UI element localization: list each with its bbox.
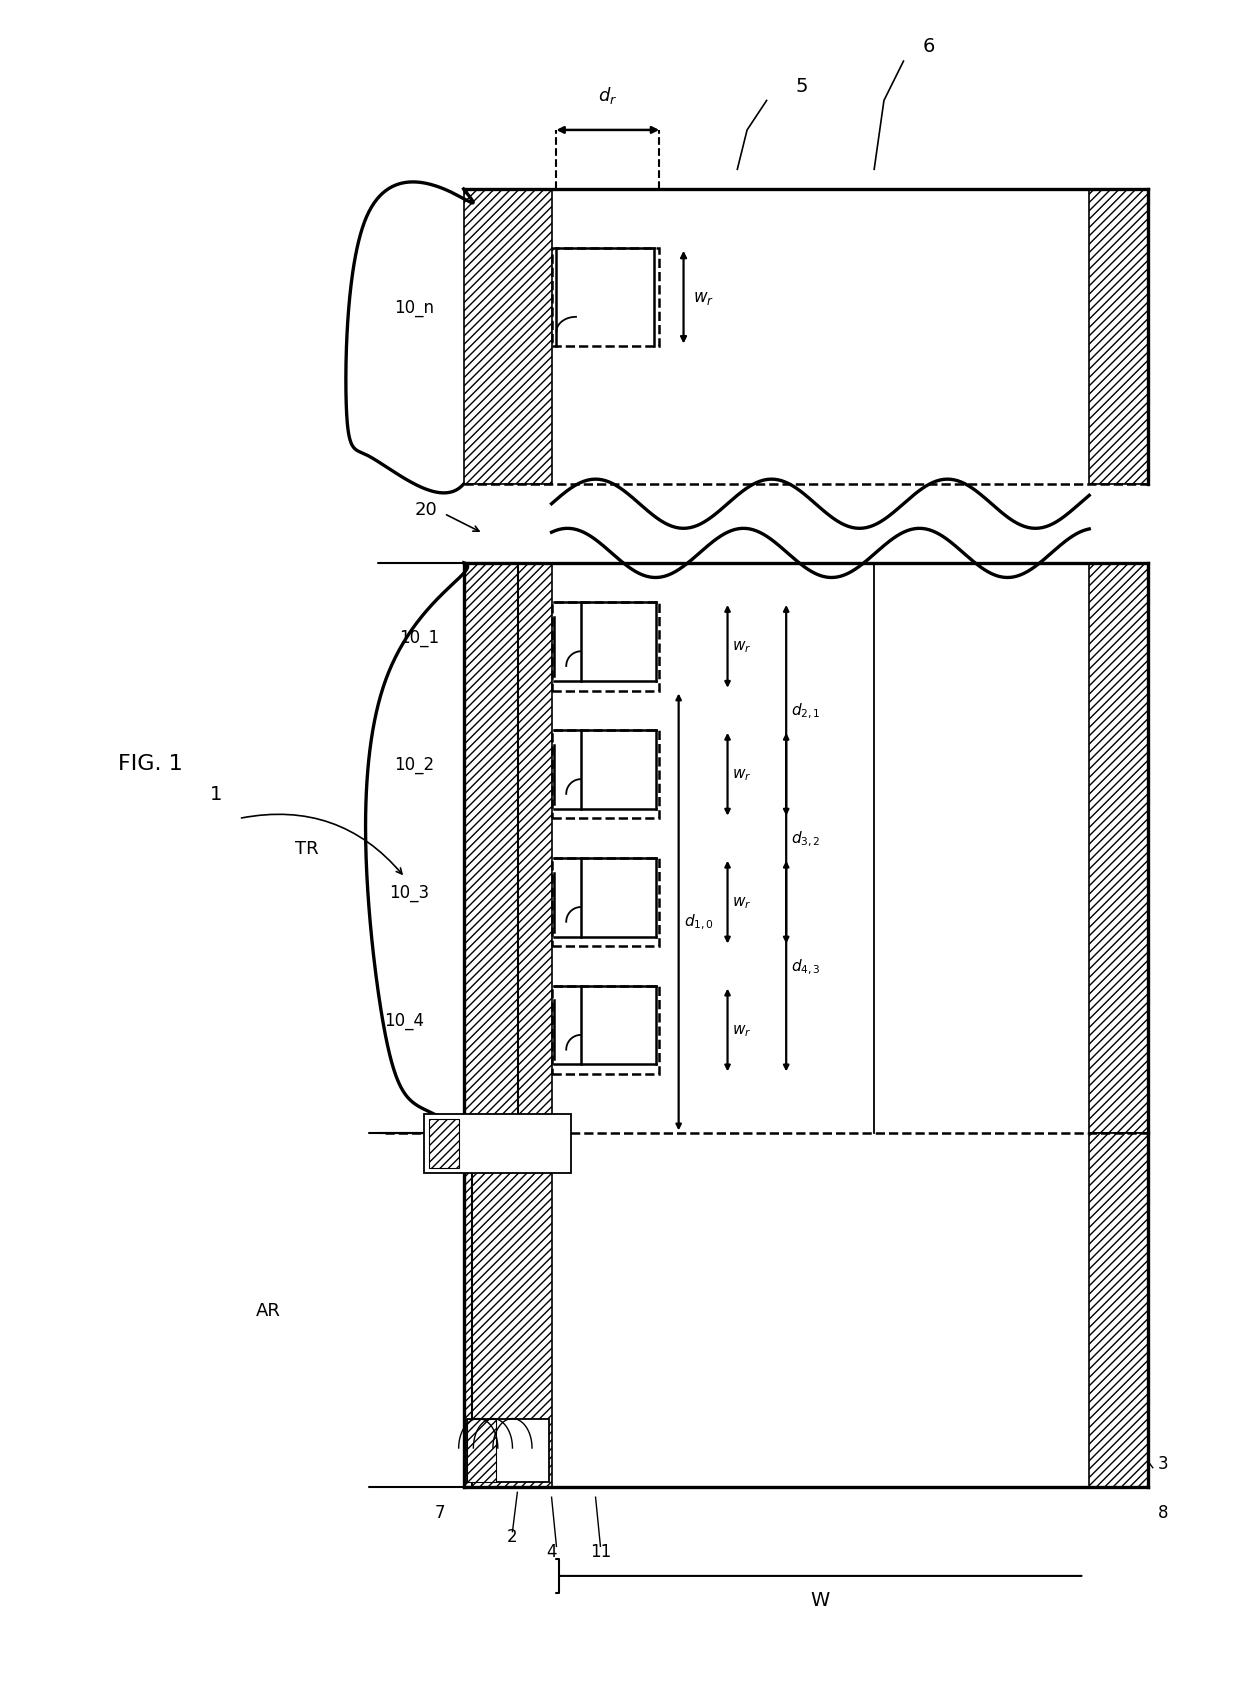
Bar [466, 1420, 496, 1482]
Text: 6: 6 [923, 37, 935, 56]
Bar [464, 564, 552, 1134]
Text: 5: 5 [796, 76, 808, 95]
Text: W: W [811, 1591, 830, 1610]
Bar [424, 1114, 572, 1173]
Text: 4: 4 [547, 1542, 557, 1560]
Text: 8: 8 [1158, 1503, 1168, 1521]
Text: FIG. 1: FIG. 1 [118, 754, 184, 774]
Bar [1089, 1134, 1148, 1487]
Bar [429, 1119, 459, 1168]
Bar [1089, 564, 1148, 1134]
Bar [552, 859, 660, 947]
Text: $d_{3,2}$: $d_{3,2}$ [791, 829, 821, 849]
Text: $w_r$: $w_r$ [693, 289, 714, 307]
Text: 2: 2 [507, 1528, 518, 1545]
Text: 10_1: 10_1 [399, 628, 439, 647]
Text: 10_3: 10_3 [389, 883, 429, 902]
Text: $w_r$: $w_r$ [733, 767, 751, 783]
Text: TR: TR [295, 839, 319, 857]
Bar [464, 1134, 552, 1487]
Bar [552, 603, 660, 691]
Bar [552, 250, 660, 346]
Bar [552, 730, 660, 818]
Text: 11: 11 [590, 1542, 611, 1560]
Bar [1089, 190, 1148, 484]
Text: 1: 1 [210, 784, 222, 803]
Text: 20: 20 [414, 501, 438, 518]
Text: 10_4: 10_4 [384, 1012, 424, 1029]
Text: $w_r$: $w_r$ [733, 1022, 751, 1037]
Text: 10_2: 10_2 [394, 756, 434, 774]
Bar [552, 987, 660, 1075]
Text: $d_r$: $d_r$ [598, 85, 618, 107]
Text: $d_{2,1}$: $d_{2,1}$ [791, 701, 821, 720]
Text: $d_{4,3}$: $d_{4,3}$ [791, 958, 821, 976]
Text: 7: 7 [434, 1503, 445, 1521]
Text: AR: AR [255, 1302, 280, 1319]
Bar [464, 190, 552, 484]
Bar [466, 1420, 548, 1482]
Text: 3: 3 [1158, 1453, 1168, 1472]
Text: 10_n: 10_n [394, 299, 434, 318]
Text: $w_r$: $w_r$ [733, 895, 751, 910]
Text: $w_r$: $w_r$ [733, 638, 751, 655]
Text: $d_{1,0}$: $d_{1,0}$ [683, 912, 713, 932]
